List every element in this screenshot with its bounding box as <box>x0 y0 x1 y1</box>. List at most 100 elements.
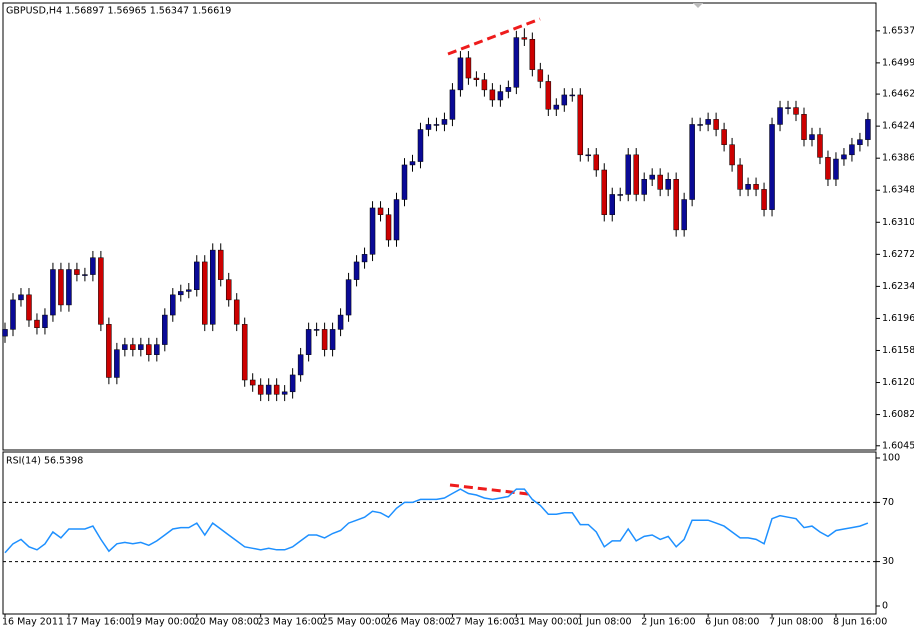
x-tick-label: 1 Jun 08:00 <box>577 617 631 628</box>
candle-body <box>665 179 671 190</box>
rsi-panel <box>2 451 877 615</box>
candle-body <box>713 119 719 130</box>
y-tick-label: 1.62340 <box>882 281 914 292</box>
candle-body <box>841 154 847 160</box>
candle-body <box>154 344 160 355</box>
candle-body <box>138 344 144 350</box>
candle-body <box>114 349 120 378</box>
candle-body <box>681 199 687 231</box>
candle-body <box>697 124 703 126</box>
y-tick-label: 70 <box>882 497 894 508</box>
candle-body <box>106 324 112 378</box>
candle-body <box>66 269 72 306</box>
candle-body <box>481 79 488 91</box>
candle-body <box>849 144 855 156</box>
candle-body <box>441 119 448 125</box>
candle-body <box>729 144 735 166</box>
candle-body <box>58 269 64 306</box>
x-tick-label: 8 Jun 16:00 <box>833 617 887 628</box>
price-panel <box>2 2 877 451</box>
candle-body <box>186 289 192 292</box>
candle-body <box>657 174 663 190</box>
y-tick-label: 30 <box>882 556 894 567</box>
candle-body <box>170 294 176 316</box>
candle-body <box>10 299 16 330</box>
candle-body <box>561 94 568 106</box>
candle-body <box>377 207 384 215</box>
candle-body <box>721 129 727 145</box>
y-tick-label: 1.64620 <box>882 89 914 100</box>
candle-body <box>329 329 336 350</box>
y-tick-label: 1.63100 <box>882 217 914 228</box>
candle-body <box>641 179 647 195</box>
candle-body <box>385 214 392 241</box>
candle-body <box>825 157 831 180</box>
y-tick-label: 1.60820 <box>882 409 914 420</box>
candle-body <box>553 104 560 110</box>
y-tick-label: 100 <box>882 453 900 464</box>
candle-body <box>569 94 576 97</box>
chart-title: GBPUSD,H4 1.56897 1.56965 1.56347 1.5661… <box>6 6 231 17</box>
candle-body <box>361 254 368 263</box>
candle-body <box>809 134 815 140</box>
candle-body <box>593 154 600 171</box>
candle-body <box>433 124 440 126</box>
candle-body <box>297 354 304 376</box>
candle-body <box>225 279 232 301</box>
x-tick-label: 16 May 2011 <box>2 617 64 628</box>
candle-body <box>313 329 320 331</box>
candle-body <box>353 261 360 280</box>
candle-body <box>233 299 240 325</box>
candle-body <box>82 274 88 276</box>
candle-body <box>289 374 296 393</box>
y-tick-label: 1.64990 <box>882 57 914 68</box>
candle-body <box>577 94 584 156</box>
y-tick-label: 1.63480 <box>882 185 914 196</box>
candle-body <box>673 179 679 231</box>
candle-body <box>241 324 248 381</box>
candle-body <box>178 291 184 296</box>
candle-body <box>369 207 376 255</box>
candle-body <box>249 379 256 386</box>
candle-body <box>521 37 528 40</box>
x-tick-label: 19 May 00:00 <box>130 617 195 628</box>
candle-body <box>401 164 408 200</box>
candle-body <box>122 344 128 350</box>
candle-body <box>194 261 200 291</box>
candle-body <box>777 107 783 125</box>
candle-body <box>545 81 552 110</box>
x-tick-label: 31 May 00:00 <box>513 617 578 628</box>
candle-body <box>305 329 312 355</box>
y-tick-label: 1.63860 <box>882 153 914 164</box>
x-tick-label: 25 May 00:00 <box>322 617 387 628</box>
candle-body <box>817 134 823 158</box>
candle-body <box>529 39 536 70</box>
candle-body <box>585 154 592 157</box>
candle-body <box>633 154 639 195</box>
candle-body <box>865 119 871 140</box>
candle-body <box>601 169 607 215</box>
candle-body <box>785 107 791 109</box>
candle-body <box>801 114 807 140</box>
x-tick-label: 2 Jun 16:00 <box>641 617 695 628</box>
candle-body <box>457 57 464 91</box>
y-tick-label: 1.65370 <box>882 25 914 36</box>
x-tick-label: 7 Jun 08:00 <box>769 617 823 628</box>
candle-body <box>90 257 96 275</box>
candle-body <box>617 194 623 196</box>
trend-line <box>447 17 541 56</box>
y-tick-label: 1.62720 <box>882 249 914 260</box>
candle-body <box>425 124 432 130</box>
y-tick-label: 1.64240 <box>882 121 914 132</box>
candle-body <box>130 344 136 350</box>
candle-body <box>761 189 767 210</box>
candle-body <box>345 279 352 316</box>
candle-body <box>273 384 280 395</box>
candle-body <box>857 139 863 145</box>
x-tick-label: 20 May 08:00 <box>194 617 259 628</box>
candle-body <box>449 89 456 120</box>
y-tick-label: 0 <box>882 601 888 612</box>
x-tick-label: 23 May 16:00 <box>258 617 323 628</box>
candle-body <box>50 269 56 316</box>
